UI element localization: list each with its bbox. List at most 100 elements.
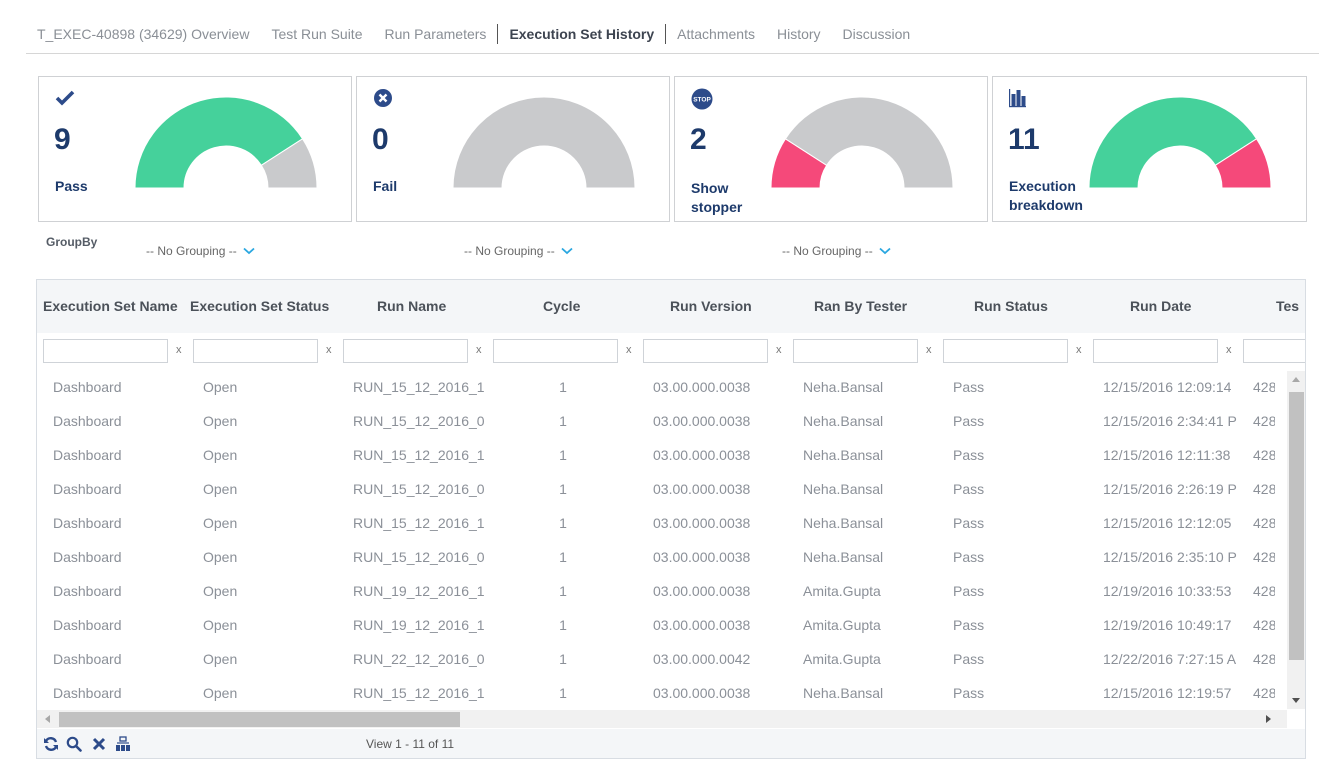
filter-clear-cycle[interactable]: x bbox=[626, 344, 632, 356]
column-chooser-icon[interactable] bbox=[115, 736, 131, 752]
filter-input-cycle[interactable] bbox=[493, 339, 618, 363]
cell-run-version: 03.00.000.0038 bbox=[653, 549, 751, 565]
column-header-execution-set-status[interactable]: Execution Set Status bbox=[190, 298, 330, 314]
tab-execution-set-history[interactable]: Execution Set History bbox=[497, 23, 667, 44]
fail-x-circle-icon bbox=[374, 89, 392, 107]
execution-breakdown-card[interactable]: 11 Execution breakdown bbox=[992, 76, 1307, 222]
gauge-segment-other bbox=[260, 138, 318, 189]
filter-clear-ran-by-tester[interactable]: x bbox=[926, 344, 932, 356]
scroll-up-arrow-icon[interactable] bbox=[1292, 377, 1300, 382]
horizontal-scroll-thumb[interactable] bbox=[59, 712, 460, 727]
refresh-icon[interactable] bbox=[43, 736, 59, 752]
cell-run-name: RUN_15_12_2016_1 bbox=[353, 379, 485, 395]
table-row[interactable]: Dashboard Open RUN_15_12_2016_0 1 03.00.000.… bbox=[37, 473, 1287, 507]
cell-ran-by-tester: Neha.Bansal bbox=[803, 685, 884, 701]
filter-input-run-date[interactable] bbox=[1093, 339, 1218, 363]
filter-clear-run-version[interactable]: x bbox=[776, 344, 782, 356]
filter-input-execution-set-status[interactable] bbox=[193, 339, 318, 363]
filter-clear-run-name[interactable]: x bbox=[476, 344, 482, 356]
cell-run-status: Pass bbox=[953, 481, 985, 497]
grid-body: Dashboard Open RUN_15_12_2016_1 1 03.00.000.… bbox=[37, 371, 1287, 711]
tab-test-run-suite[interactable]: Test Run Suite bbox=[271, 25, 363, 42]
table-row[interactable]: Dashboard Open RUN_15_12_2016_0 1 03.00.000.… bbox=[37, 405, 1287, 439]
filter-input-run-version[interactable] bbox=[643, 339, 768, 363]
groupby-select-3[interactable]: -- No Grouping -- bbox=[782, 244, 891, 258]
groupby-select-1[interactable]: -- No Grouping -- bbox=[146, 244, 255, 258]
checkmark-icon bbox=[55, 90, 75, 106]
cell-test: 428 bbox=[1253, 447, 1275, 463]
cell-cycle: 1 bbox=[559, 379, 567, 395]
summary-cards: 9 Pass 0 Fail STOP 2 Show stopper bbox=[38, 76, 1307, 222]
cell-execution-set-name: Dashboard bbox=[53, 413, 122, 429]
column-header-run-version[interactable]: Run Version bbox=[670, 298, 752, 314]
gauge-segment-other bbox=[452, 96, 636, 189]
fail-card[interactable]: 0 Fail bbox=[356, 76, 670, 222]
cell-cycle: 1 bbox=[559, 515, 567, 531]
scroll-right-arrow-icon[interactable] bbox=[1266, 715, 1271, 723]
cell-execution-set-status: Open bbox=[203, 617, 238, 633]
bar-chart-icon bbox=[1009, 89, 1026, 108]
table-row[interactable]: Dashboard Open RUN_19_12_2016_1 1 03.00.000.… bbox=[37, 575, 1287, 609]
cell-execution-set-status: Open bbox=[203, 413, 238, 429]
filter-input-ran-by-tester[interactable] bbox=[793, 339, 918, 363]
tab-overview[interactable]: T_EXEC-40898 (34629) Overview bbox=[37, 25, 250, 42]
filter-clear-execution-set-name[interactable]: x bbox=[176, 344, 182, 356]
table-row[interactable]: Dashboard Open RUN_22_12_2016_0 1 03.00.000.… bbox=[37, 643, 1287, 677]
table-row[interactable]: Dashboard Open RUN_15_12_2016_0 1 03.00.000.… bbox=[37, 541, 1287, 575]
filter-input-test[interactable] bbox=[1243, 339, 1305, 363]
filter-clear-run-date[interactable]: x bbox=[1226, 344, 1232, 356]
cell-run-name: RUN_19_12_2016_1 bbox=[353, 583, 485, 599]
tab-history[interactable]: History bbox=[776, 25, 821, 42]
show-stopper-card[interactable]: STOP 2 Show stopper bbox=[674, 76, 988, 222]
cell-execution-set-status: Open bbox=[203, 651, 238, 667]
cell-ran-by-tester: Neha.Bansal bbox=[803, 515, 884, 531]
cell-execution-set-name: Dashboard bbox=[53, 447, 122, 463]
tab-attachments[interactable]: Attachments bbox=[677, 25, 755, 42]
clear-icon[interactable] bbox=[91, 736, 107, 752]
cell-run-name: RUN_15_12_2016_1 bbox=[353, 515, 485, 531]
cell-test: 428 bbox=[1253, 481, 1275, 497]
filter-input-run-status[interactable] bbox=[943, 339, 1068, 363]
vertical-scrollbar[interactable] bbox=[1287, 371, 1305, 709]
chevron-down-icon bbox=[879, 247, 891, 255]
cell-run-date: 12/15/2016 12:11:38 bbox=[1103, 447, 1231, 463]
vertical-scroll-thumb[interactable] bbox=[1289, 392, 1304, 660]
column-header-cycle[interactable]: Cycle bbox=[543, 298, 581, 314]
cell-execution-set-status: Open bbox=[203, 447, 238, 463]
svg-text:STOP: STOP bbox=[693, 97, 711, 104]
column-header-test[interactable]: Tes bbox=[1276, 298, 1300, 314]
fail-count: 0 bbox=[372, 123, 389, 156]
table-row[interactable]: Dashboard Open RUN_15_12_2016_1 1 03.00.000.… bbox=[37, 507, 1287, 541]
chevron-down-icon bbox=[561, 247, 573, 255]
search-icon[interactable] bbox=[66, 736, 82, 752]
show-stopper-gauge bbox=[770, 96, 954, 189]
cell-run-date: 12/19/2016 10:49:17 bbox=[1103, 617, 1232, 633]
filter-clear-run-status[interactable]: x bbox=[1076, 344, 1082, 356]
filter-input-run-name[interactable] bbox=[343, 339, 468, 363]
cell-execution-set-name: Dashboard bbox=[53, 515, 122, 531]
cell-ran-by-tester: Amita.Gupta bbox=[803, 583, 881, 599]
cell-run-status: Pass bbox=[953, 515, 985, 531]
filter-clear-execution-set-status[interactable]: x bbox=[326, 344, 332, 356]
pass-card[interactable]: 9 Pass bbox=[38, 76, 352, 222]
fail-gauge bbox=[452, 96, 636, 189]
groupby-select-2[interactable]: -- No Grouping -- bbox=[464, 244, 573, 258]
table-row[interactable]: Dashboard Open RUN_19_12_2016_1 1 03.00.000.… bbox=[37, 609, 1287, 643]
tab-run-parameters[interactable]: Run Parameters bbox=[384, 25, 487, 42]
column-header-run-status[interactable]: Run Status bbox=[974, 298, 1048, 314]
tab-discussion[interactable]: Discussion bbox=[842, 25, 911, 42]
cell-test: 428 bbox=[1253, 617, 1275, 633]
scroll-left-arrow-icon[interactable] bbox=[45, 715, 50, 723]
column-header-run-date[interactable]: Run Date bbox=[1130, 298, 1192, 314]
cell-execution-set-status: Open bbox=[203, 515, 238, 531]
column-header-run-name[interactable]: Run Name bbox=[377, 298, 447, 314]
horizontal-scrollbar[interactable] bbox=[37, 710, 1287, 728]
column-header-ran-by-tester[interactable]: Ran By Tester bbox=[814, 298, 908, 314]
table-row[interactable]: Dashboard Open RUN_15_12_2016_1 1 03.00.000.… bbox=[37, 371, 1287, 405]
cell-run-date: 12/22/2016 7:27:15 A bbox=[1103, 651, 1237, 667]
table-row[interactable]: Dashboard Open RUN_15_12_2016_1 1 03.00.000.… bbox=[37, 439, 1287, 473]
filter-input-execution-set-name[interactable] bbox=[43, 339, 168, 363]
table-row[interactable]: Dashboard Open RUN_15_12_2016_1 1 03.00.000.… bbox=[37, 677, 1287, 711]
scroll-down-arrow-icon[interactable] bbox=[1292, 698, 1300, 703]
column-header-execution-set-name[interactable]: Execution Set Name bbox=[43, 298, 178, 314]
